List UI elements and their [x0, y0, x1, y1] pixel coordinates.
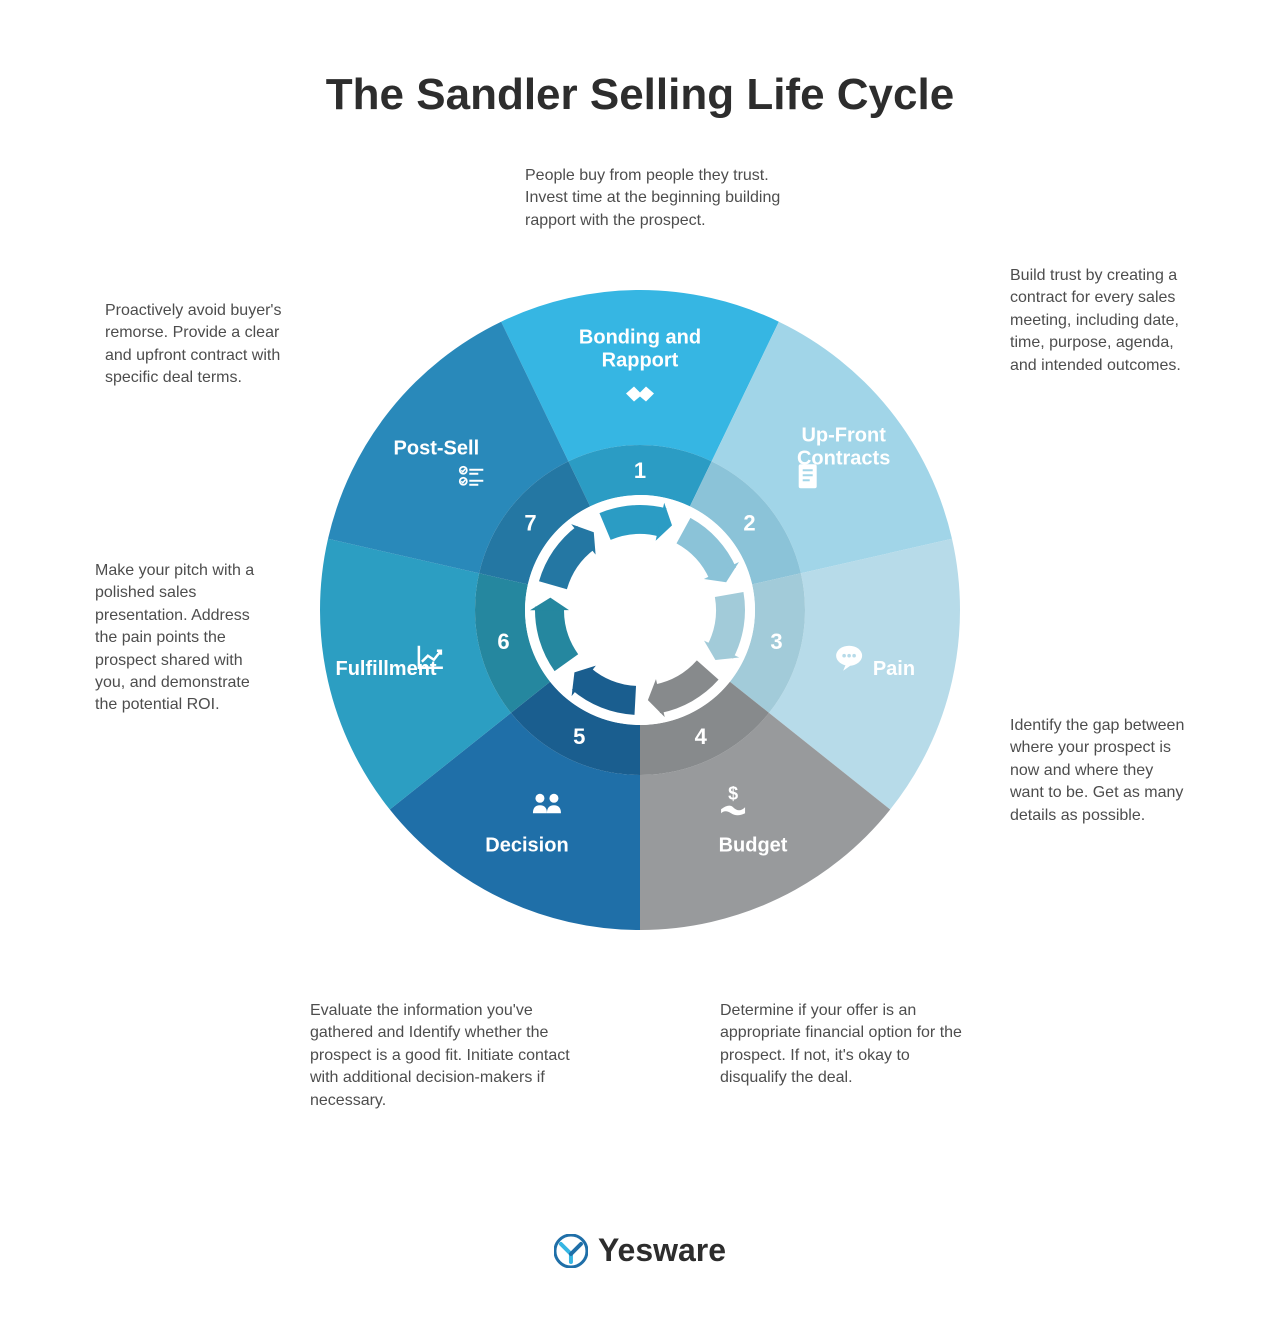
segment-label-3: Pain: [873, 658, 915, 680]
desc-4: Determine if your offer is an appropriat…: [720, 1000, 970, 1090]
desc-7: Proactively avoid buyer's remorse. Provi…: [105, 300, 305, 390]
center-white: [570, 540, 710, 680]
desc-2: Build trust by creating a contract for e…: [1010, 265, 1190, 377]
brand-name: Yesware: [598, 1232, 726, 1269]
segment-label-6: Fulfillment: [335, 658, 436, 680]
segment-number-7: 7: [524, 511, 536, 536]
segment-label-7: Post-Sell: [394, 438, 480, 460]
segment-label-5: Decision: [485, 835, 568, 857]
segment-number-6: 6: [497, 629, 509, 654]
svg-text:$: $: [728, 783, 738, 803]
segment-label-4: Budget: [719, 835, 788, 857]
desc-1: People buy from people they trust. Inves…: [525, 165, 805, 232]
brand-logo: Yesware: [554, 1232, 726, 1269]
segment-number-3: 3: [770, 629, 782, 654]
desc-6: Make your pitch with a polished sales pr…: [95, 560, 265, 717]
segment-number-4: 4: [695, 724, 708, 749]
segment-number-1: 1: [634, 458, 646, 483]
segment-label-2: Up-FrontContracts: [797, 425, 890, 470]
page-title: The Sandler Selling Life Cycle: [0, 0, 1280, 120]
cycle-diagram: Bonding andRapport1Up-FrontContracts2Pai…: [320, 290, 960, 930]
desc-5: Evaluate the information you've gathered…: [310, 1000, 570, 1112]
desc-3: Identify the gap between where your pros…: [1010, 715, 1190, 827]
yesware-icon: [554, 1234, 588, 1268]
segment-number-5: 5: [573, 724, 585, 749]
segment-number-2: 2: [743, 511, 755, 536]
